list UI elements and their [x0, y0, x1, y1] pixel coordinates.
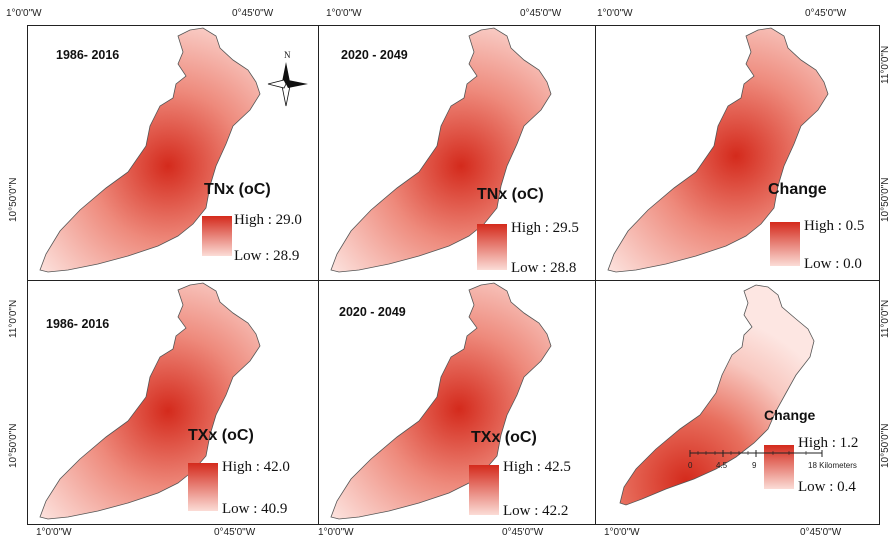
legend-high: High : 1.2 [798, 435, 859, 451]
bottom-tick-1: 1°0'0"W [36, 527, 72, 538]
right-tick-1: 11°0'0"N [880, 45, 891, 84]
catchment-map [39, 282, 261, 520]
right-tick-3: 11°0'0"N [880, 299, 891, 338]
catchment-map [619, 284, 815, 506]
right-tick-2: 10°50'0"N [880, 177, 891, 223]
variable-label: TNx (oC) [204, 181, 271, 198]
legend-high: High : 42.5 [503, 459, 571, 475]
scale-tick-2: 9 [752, 461, 757, 470]
scale-tick-3: 18 Kilometers [808, 461, 857, 470]
top-tick-2: 0°45'0"W [232, 8, 274, 19]
top-tick-4: 0°45'0"W [520, 8, 562, 19]
period-label: 1986- 2016 [46, 317, 110, 331]
basin-shape [607, 27, 829, 273]
scale-bar: 0 4.5 9 18 Kilometers [688, 449, 857, 478]
map-panel-txx-baseline: 1986- 2016 TXx (oC) High : 42.0 Low : 40… [27, 280, 319, 525]
legend-low: Low : 0.4 [798, 479, 856, 495]
left-tick-2: 11°0'0"N [8, 299, 19, 338]
bottom-tick-5: 1°0'0"W [604, 527, 640, 538]
basin-shape [39, 27, 261, 273]
legend-ramp [770, 222, 800, 266]
legend-high: High : 42.0 [222, 459, 290, 475]
map-panel-tnx-future: 2020 - 2049 TNx (oC) High : 29.5 Low : 2… [318, 25, 596, 281]
legend-low: Low : 42.2 [503, 503, 569, 519]
basin-shape [619, 284, 815, 506]
legend-ramp [469, 465, 499, 515]
catchment-map [39, 27, 261, 273]
bottom-tick-3: 1°0'0"W [318, 527, 354, 538]
top-tick-1: 1°0'0"W [6, 8, 42, 19]
legend-ramp [188, 463, 218, 511]
period-label: 1986- 2016 [56, 48, 120, 62]
legend-ramp [477, 224, 507, 270]
north-arrow: N [264, 48, 312, 115]
legend-ramp [202, 216, 232, 256]
basin-shape [330, 27, 552, 273]
period-label: 2020 - 2049 [341, 48, 408, 62]
legend-low: Low : 40.9 [222, 501, 288, 517]
bottom-tick-4: 0°45'0"W [502, 527, 544, 538]
scale-bar-graphic [689, 450, 823, 457]
catchment-map [607, 27, 829, 273]
map-panel-tnx-change: Change High : 0.5 Low : 0.0 [595, 25, 880, 281]
legend-high: High : 29.5 [511, 220, 579, 236]
period-label: 2020 - 2049 [339, 305, 406, 319]
top-tick-6: 0°45'0"W [805, 8, 847, 19]
bottom-tick-6: 0°45'0"W [800, 527, 842, 538]
bottom-tick-2: 0°45'0"W [214, 527, 256, 538]
top-tick-3: 1°0'0"W [326, 8, 362, 19]
catchment-map [330, 27, 552, 273]
legend-low: Low : 28.8 [511, 260, 577, 276]
map-panel-tnx-baseline: 1986- 2016 N TNx (oC) High : 29.0 Low : … [27, 25, 319, 281]
left-tick-3: 10°50'0"N [8, 423, 19, 469]
legend-low: Low : 0.0 [804, 256, 862, 272]
top-tick-5: 1°0'0"W [597, 8, 633, 19]
variable-label: TNx (oC) [477, 186, 544, 203]
scale-tick-0: 0 [688, 461, 693, 470]
legend-low: Low : 28.9 [234, 248, 300, 264]
north-arrow-icon: N [267, 50, 308, 107]
basin-shape [39, 282, 261, 520]
map-panel-txx-change: Change High : 1.2 Low : 0.4 0 4.5 9 18 K… [595, 280, 880, 525]
variable-label: Change [764, 407, 816, 423]
legend-high: High : 29.0 [234, 212, 302, 228]
variable-label: TXx (oC) [188, 427, 254, 444]
legend-high: High : 0.5 [804, 218, 865, 234]
map-panel-txx-future: 2020 - 2049 TXx (oC) High : 42.5 Low : 4… [318, 280, 596, 525]
left-tick-1: 10°50'0"N [8, 177, 19, 223]
scale-tick-1: 4.5 [716, 461, 728, 470]
variable-label: Change [768, 181, 827, 198]
right-tick-4: 10°50'0"N [880, 423, 891, 469]
svg-text:N: N [284, 50, 291, 60]
variable-label: TXx (oC) [471, 429, 537, 446]
